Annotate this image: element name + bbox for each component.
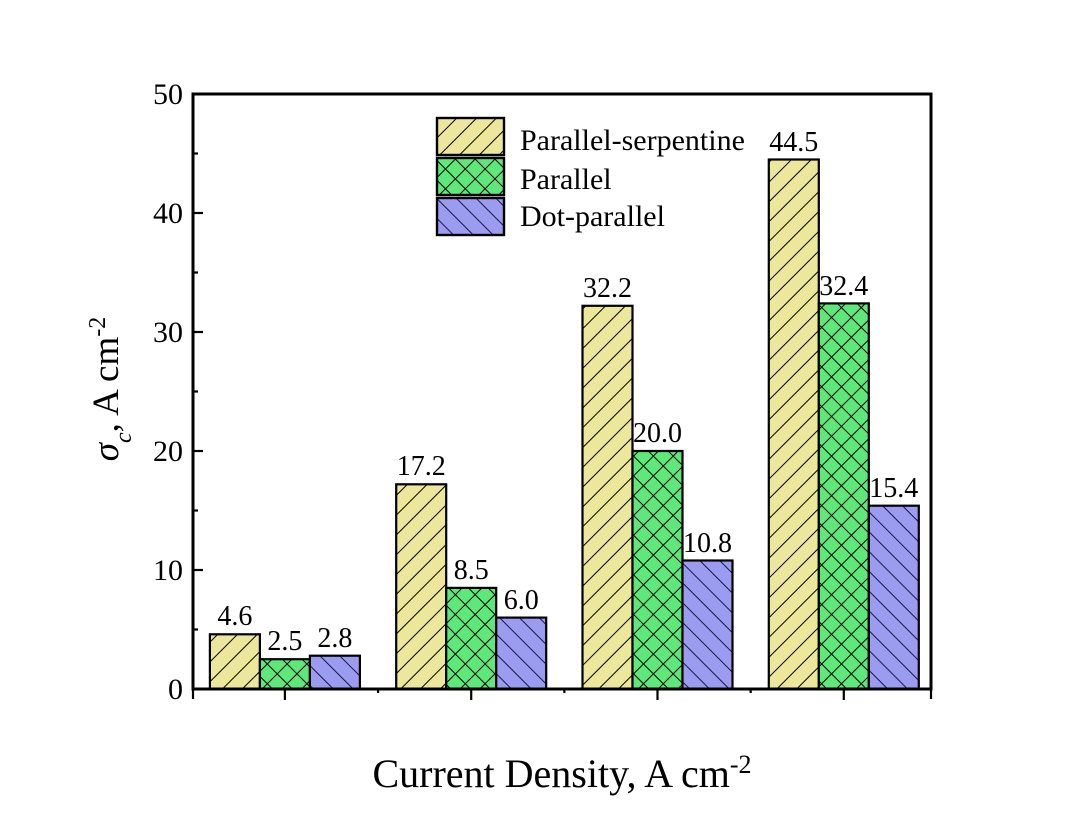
- svg-text:30: 30: [153, 316, 183, 349]
- svg-text:32.4: 32.4: [819, 271, 868, 302]
- svg-text:44.5: 44.5: [769, 127, 818, 158]
- svg-text:0: 0: [168, 673, 183, 706]
- svg-text:Dot-parallel: Dot-parallel: [520, 200, 665, 233]
- svg-text:Parallel-serpentine: Parallel-serpentine: [520, 124, 745, 157]
- svg-text:40: 40: [153, 197, 183, 230]
- svg-text:4.6: 4.6: [217, 601, 252, 632]
- svg-text:10.8: 10.8: [683, 528, 732, 559]
- svg-text:Current Density, A cm-2: Current Density, A cm-2: [372, 750, 751, 797]
- svg-text:2.8: 2.8: [317, 623, 352, 654]
- svg-text:50: 50: [153, 78, 183, 111]
- svg-text:10: 10: [153, 554, 183, 587]
- svg-text:15.4: 15.4: [869, 473, 918, 504]
- svg-text:2.5: 2.5: [267, 626, 302, 657]
- svg-text:8.5: 8.5: [454, 555, 489, 586]
- svg-text:20.0: 20.0: [633, 418, 682, 449]
- svg-text:17.2: 17.2: [397, 451, 446, 482]
- svg-text:32.2: 32.2: [583, 273, 632, 304]
- svg-text:6.0: 6.0: [504, 585, 539, 616]
- svg-text:σc, A cm-2: σc, A cm-2: [85, 317, 137, 462]
- svg-text:20: 20: [153, 435, 183, 468]
- svg-text:Parallel: Parallel: [520, 163, 612, 196]
